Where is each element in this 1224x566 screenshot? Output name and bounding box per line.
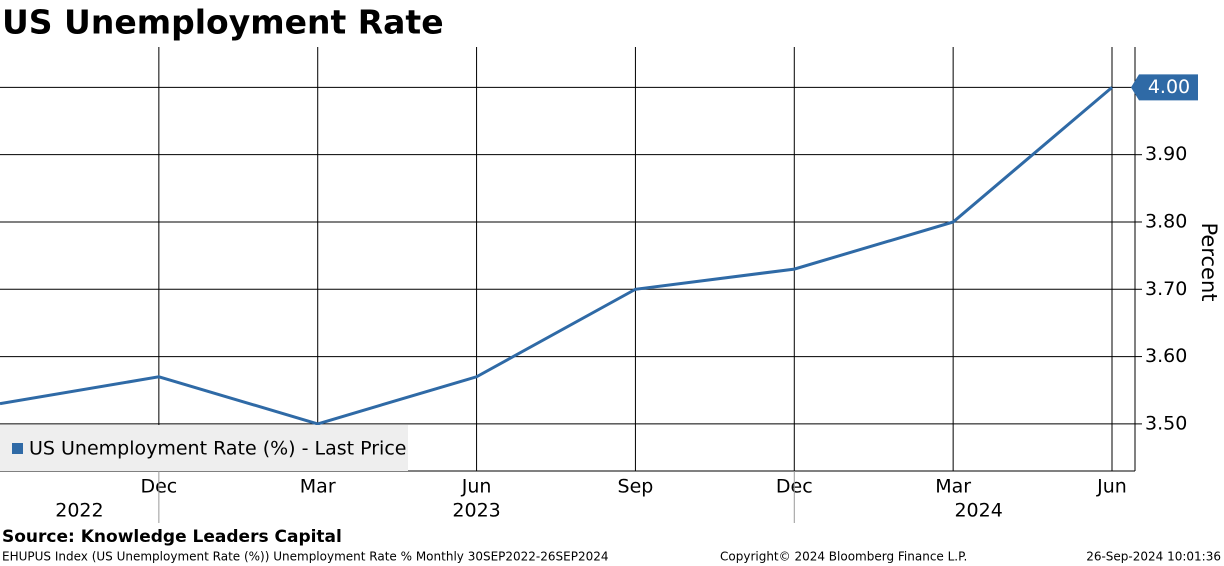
- y-tick-label: 3.80: [1145, 210, 1187, 232]
- y-tick-label: 3.60: [1145, 345, 1187, 367]
- line: [0, 86, 1113, 426]
- footer-left: EHUPUS Index (US Unemployment Rate (%)) …: [2, 550, 609, 564]
- source: Source: Knowledge Leaders Capital: [2, 527, 342, 547]
- year-label: 2022: [55, 500, 103, 522]
- y-tick-label: 3.50: [1145, 412, 1187, 434]
- legend-label: US Unemployment Rate (%) - Last Price: [29, 438, 406, 460]
- footer-right: 26-Sep-2024 10:01:36: [1086, 550, 1221, 564]
- x-tick-label: Jun: [461, 476, 492, 498]
- x-tick-label: Jun: [1096, 476, 1127, 498]
- y-axis-label: Percent: [1197, 222, 1221, 301]
- x-tick-label: Mar: [935, 476, 971, 498]
- value-flag: [1131, 74, 1198, 101]
- x-tick-label: Sep: [618, 476, 654, 498]
- year-label: 2024: [954, 500, 1002, 522]
- legend-swatch: [12, 443, 23, 454]
- y-tick-label: 3.70: [1145, 278, 1187, 300]
- legend-box: [0, 425, 408, 471]
- footer-center: Copyright© 2024 Bloomberg Finance L.P.: [720, 550, 967, 564]
- value-label: 4.00: [1148, 76, 1190, 98]
- year-label: 2023: [452, 500, 500, 522]
- y-tick-label: 3.90: [1145, 143, 1187, 165]
- chart-title: US Unemployment Rate: [2, 3, 444, 42]
- x-tick-label: Mar: [300, 476, 336, 498]
